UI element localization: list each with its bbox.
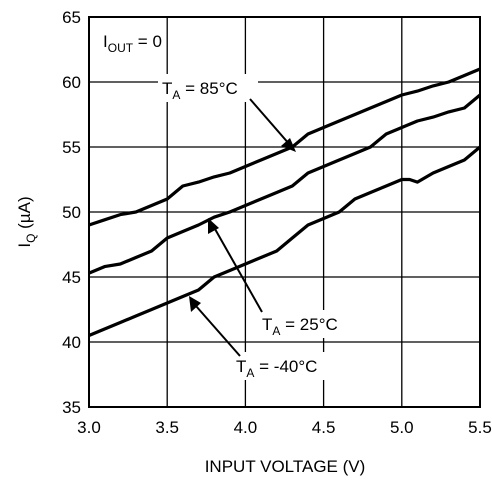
x-tick-label: 5.5 [468,418,492,437]
y-axis-label-sub: Q [24,234,38,243]
annotation-neg40c-text: TA = -40°C [236,357,317,380]
plot-frame [88,16,481,408]
annotation-85c-sub: A [172,88,180,102]
annotation-neg40c-main: T [236,357,246,376]
grid-lines [88,16,481,408]
series-lines [88,67,482,337]
x-tick-label: 3.0 [77,418,101,437]
series-line-0 [88,67,481,227]
x-tick-label: 5.0 [390,418,414,437]
y-tick-label: 65 [62,8,81,27]
arrowhead-25c [208,218,219,234]
y-tick-label: 45 [62,268,81,287]
condition-rest: = 0 [133,32,162,51]
y-tick-label: 50 [62,203,81,222]
annotation-neg40c-sub: A [246,366,254,380]
condition-main: I [103,32,108,51]
annotation-85c-text: TA = 85°C [162,79,238,102]
y-axis-label-main: I [15,243,34,248]
y-axis-label-unit: (µA) [15,196,34,233]
y-tick-label: 55 [62,138,81,157]
condition-sub: OUT [108,41,134,55]
x-tick-label: 4.0 [234,418,258,437]
series-line-1 [88,93,482,275]
y-tick-labels: 35 40 45 50 55 60 65 [62,8,81,417]
annotation-85c-bg [158,74,258,102]
annotation-arrows [189,98,296,357]
annotation-neg40c: TA = -40°C [232,352,336,380]
annotation-25c-text: TA = 25°C [262,315,338,338]
arrow-neg40c [195,305,241,357]
condition-label: IOUT = 0 [103,32,162,55]
x-axis-label: INPUT VOLTAGE (V) [205,457,366,476]
arrowhead-85c [281,138,296,152]
annotation-neg40c-bg [232,352,336,380]
x-tick-labels: 3.0 3.5 4.0 4.5 5.0 5.5 [77,418,492,437]
annotation-85c: TA = 85°C [158,74,258,102]
annotation-85c-rest: = 85°C [180,79,237,98]
y-axis-label: IQ (µA) [15,196,38,247]
x-tick-label: 4.5 [312,418,336,437]
y-tick-label: 40 [62,333,81,352]
y-tick-label: 35 [62,398,81,417]
arrow-25c [214,228,263,313]
annotation-85c-main: T [162,79,172,98]
annotation-neg40c-rest: = -40°C [254,357,317,376]
annotation-25c-bg [258,310,358,338]
annotation-25c-sub: A [272,324,280,338]
series-line-2 [88,145,482,337]
annotation-25c-rest: = 25°C [280,315,337,334]
arrowhead-neg40c [189,296,201,312]
arrow-85c [249,98,291,146]
annotation-25c-main: T [262,315,272,334]
annotation-25c: TA = 25°C [258,310,358,338]
x-tick-label: 3.5 [155,418,179,437]
y-tick-label: 60 [62,73,81,92]
